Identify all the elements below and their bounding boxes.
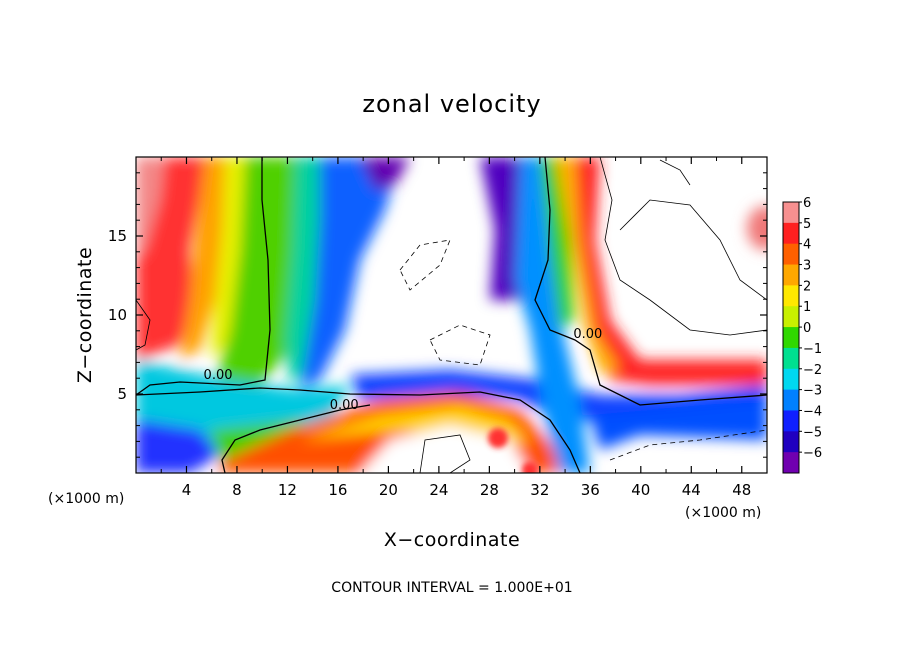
contour-lines-thin [136,157,767,473]
contour-line-negative [399,239,451,291]
colorbar-swatch [783,202,799,224]
x-tick-label: 24 [429,481,448,499]
colorbar-tick-label: −6 [803,446,822,461]
y-axis-label: Z−coordinate [74,247,96,383]
field-region-lower-left-blue [136,420,220,473]
colorbar-tick-label: 5 [803,217,811,232]
colorbar-tick-label: 0 [803,321,811,336]
heatmap-field [136,157,767,473]
x-tick-label: 4 [182,481,192,499]
field-region-green [215,157,300,385]
colorbar: 6 5 4 3 2 1 0 −1 −2 −3 −4 −5 −6 [782,196,822,474]
colorbar-swatch [783,368,799,391]
contour-value-label: 0.00 [204,368,233,383]
x-tick-label: 40 [631,481,650,499]
x-tick-label: 44 [682,481,701,499]
contour-line-zero [136,387,581,473]
colorbar-swatch [783,264,799,286]
contour-interval-note: CONTOUR INTERVAL = 1.000E+01 [331,580,572,596]
field-region-blue-tongue [300,157,400,390]
colorbar-tick-label: −4 [803,404,822,419]
field-region-right-pink-blob [747,206,767,250]
chart-title: zonal velocity [362,90,541,118]
field-region-lower-right-blue [590,400,767,450]
contour-labels: 0.00 0.00 0.00 [204,327,603,413]
contour-line-positive [659,159,691,186]
colorbar-swatch [783,347,799,370]
x-tick-label: 16 [328,481,347,499]
x-tick-label: 36 [581,481,600,499]
colorbar-tick-label: 3 [803,259,811,274]
colorbar-swatch [783,431,799,453]
y-tick-label: 5 [117,385,127,403]
colorbar-tick-label: −5 [803,425,822,440]
colorbar-swatch [783,306,799,328]
contour-lines [136,157,767,473]
colorbar-tick-label: 1 [803,300,811,315]
field-region-vertical-orange [555,157,620,372]
colorbar-tick-label: 4 [803,238,811,253]
x-tick-label: 28 [480,481,499,499]
contour-line-positive [136,299,151,351]
x-tick-label: 32 [530,481,549,499]
field-region-vertical-red [560,157,767,385]
contour-line-positive [599,157,767,336]
colorbar-tick-label: −2 [803,363,822,378]
y-axis: 5 10 15 [108,172,767,458]
field-region-purple-top [360,157,410,190]
contour-line-negative [429,324,491,366]
colorbar-tick-label: 2 [803,279,811,294]
field-red-spot [522,462,538,473]
x-unit-left: (×1000 m) [48,491,124,507]
x-tick-label: 8 [232,481,242,499]
colorbar-tick-label: −3 [803,384,822,399]
field-red-spot [488,428,508,448]
field-region-lower-interior-white [360,425,530,473]
x-tick-label: 20 [379,481,398,499]
colorbar-tick-label: −1 [803,342,822,357]
colorbar-swatch [783,285,799,307]
x-tick-label: 12 [278,481,297,499]
colorbar-swatch [783,389,799,411]
contour-line-negative [609,429,767,461]
colorbar-swatch [783,327,799,349]
contour-line-zero [136,157,271,396]
contour-line-zero [221,404,371,473]
colorbar-frame [782,201,800,474]
contour-value-label: 0.00 [330,398,359,413]
colorbar-swatch [783,243,799,266]
x-unit-right: (×1000 m) [685,505,761,521]
contour-value-label: 0.00 [573,327,602,342]
contour-line-positive [419,434,471,473]
colorbar-swatch [783,410,799,432]
contour-line-positive [619,199,767,301]
contour-line-zero [534,157,767,406]
colorbar-swatch [783,452,799,474]
y-tick-label: 10 [108,306,127,324]
field-region-left-pink [136,157,165,260]
x-axis-label: X−coordinate [384,529,520,551]
x-axis: 4 8 12 16 20 24 28 32 36 40 44 48 [160,157,751,499]
field-region-vertical-blue [515,157,590,473]
x-tick-label: 48 [732,481,751,499]
colorbar-swatch [783,222,799,245]
field-region-left-yellow [210,157,250,360]
colorbar-tick-label: 6 [803,196,811,211]
field-region-left-orange [180,157,235,360]
y-tick-label: 15 [108,227,127,245]
